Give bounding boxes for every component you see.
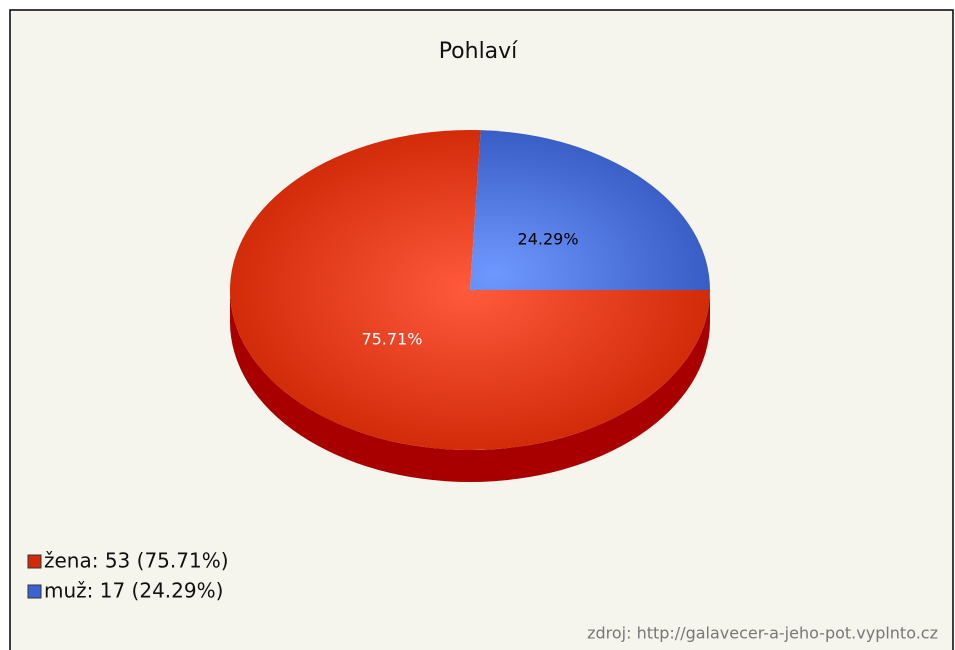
legend-label: žena: 53 (75.71%) xyxy=(44,549,229,573)
legend-swatch xyxy=(27,554,42,569)
chart-title: Pohlaví xyxy=(439,39,518,64)
legend-label: muž: 17 (24.29%) xyxy=(44,579,223,603)
pie-slice xyxy=(470,130,710,290)
pie-side xyxy=(230,290,710,482)
data-label: 24.29% xyxy=(518,230,579,249)
data-label: 75.71% xyxy=(361,329,422,348)
source-note: zdroj: http://galavecer-a-jeho-pot.vypln… xyxy=(587,624,938,643)
legend-swatch xyxy=(27,584,42,599)
